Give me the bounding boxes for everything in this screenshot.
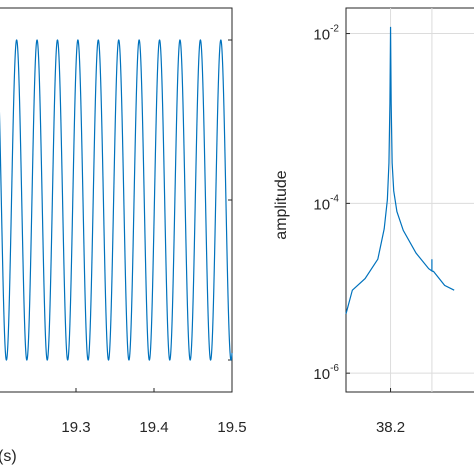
right-y-tick-label: 10-4: [313, 193, 339, 213]
left-x-tick-label: 19.5: [217, 419, 246, 436]
left-x-tick-label: 19.4: [139, 419, 168, 436]
left-x-ticks: 19.3 19.4 19.5: [61, 388, 247, 436]
right-x-ticks: 38.2: [376, 388, 405, 436]
time-series-panel: 19.3 19.4 19.5 (s): [0, 7, 247, 465]
series-line-waveform: [0, 39, 233, 361]
left-x-tick-label: 19.3: [61, 419, 90, 436]
right-x-tick-label: 38.2: [376, 419, 405, 436]
right-axes-box: [345, 7, 474, 393]
right-grid: [346, 8, 474, 392]
series-line-spectrum: [345, 26, 455, 314]
right-y-tick-label: 10-2: [313, 24, 339, 44]
spectrum-panel: 10-2 10-4 10-6 38.2 amplitude: [273, 7, 474, 436]
right-y-label: amplitude: [273, 170, 290, 239]
right-y-ticks: 10-2 10-4 10-6: [313, 24, 350, 383]
right-y-tick-label: 10-6: [313, 363, 339, 383]
left-x-label: (s): [0, 448, 17, 465]
